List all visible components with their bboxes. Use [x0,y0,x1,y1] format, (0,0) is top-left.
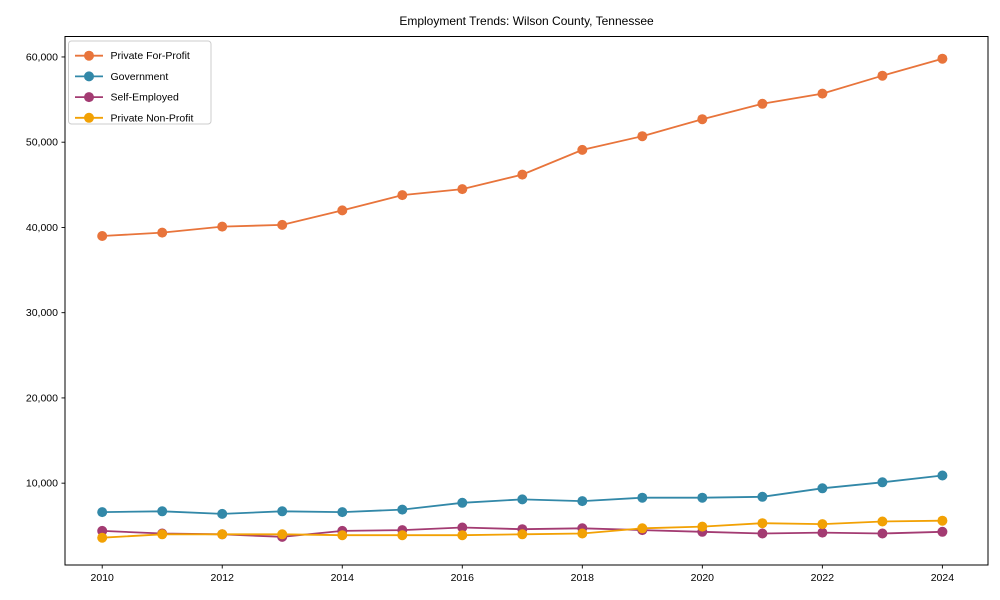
data-point-government [517,494,528,505]
data-point-private-for-profit [277,219,288,230]
data-point-private-non-profit [577,528,588,539]
legend-item-self-employed: Self-Employed [75,92,179,104]
x-tick-label: 2024 [931,572,955,584]
data-point-private-non-profit [277,529,288,540]
data-point-self-employed [937,526,948,537]
legend-marker-private-for-profit [84,50,94,61]
data-point-private-for-profit [937,53,948,64]
data-point-government [337,507,348,518]
data-point-private-for-profit [817,88,828,99]
data-point-government [457,497,468,508]
data-point-private-for-profit [157,227,168,238]
legend-item-private-for-profit: Private For-Profit [75,50,190,62]
data-point-private-non-profit [517,529,528,540]
y-axis: 10,000 20,000 30,000 40,000 50,000 60,000 [26,51,65,490]
x-tick-label: 2018 [571,572,595,584]
plot-area [64,36,989,566]
x-tick-label: 2022 [811,572,835,584]
data-point-private-non-profit [97,532,108,543]
data-point-private-non-profit [697,521,708,532]
data-point-private-non-profit [337,530,348,541]
data-point-private-non-profit [217,529,228,540]
legend-box [68,40,212,125]
data-point-government [577,496,588,507]
legend: Private For-Profit Government Self-Employe… [68,40,212,125]
data-point-self-employed [757,528,768,539]
legend-marker-self-employed [84,92,94,103]
data-point-government [817,483,828,494]
x-tick-label: 2010 [91,572,115,584]
x-tick-label: 2016 [451,572,475,584]
data-point-private-non-profit [817,519,828,530]
legend-item-government: Government [75,71,168,83]
data-point-government [157,506,168,517]
legend-marker-private-non-profit [84,112,94,123]
y-tick-label: 40,000 [26,222,58,234]
x-tick-label: 2014 [331,572,355,584]
data-point-private-for-profit [397,190,408,201]
data-point-private-non-profit [397,530,408,541]
chart-title: Employment Trends: Wilson County, Tennes… [399,14,654,28]
data-point-government [877,477,888,488]
plot-frame [64,36,989,566]
data-point-self-employed [817,527,828,538]
x-tick-label: 2012 [211,572,235,584]
data-point-private-for-profit [457,184,468,195]
legend-marker-government [84,71,94,82]
y-tick-label: 30,000 [26,307,58,319]
data-point-private-for-profit [97,231,108,241]
y-tick-label: 20,000 [26,392,58,404]
data-point-private-non-profit [877,516,888,527]
y-tick-label: 50,000 [26,137,58,149]
data-point-private-for-profit [637,131,648,142]
data-point-government [217,508,228,519]
data-point-private-for-profit [337,205,348,216]
y-tick-label: 60,000 [26,51,58,63]
legend-label-private-non-profit: Private Non-Profit [111,112,194,124]
data-point-private-for-profit [877,70,888,81]
data-point-private-for-profit [217,221,228,232]
data-point-private-non-profit [457,530,468,541]
data-point-private-for-profit [697,114,708,125]
data-point-private-non-profit [757,518,768,529]
data-point-private-for-profit [757,98,768,109]
data-point-private-non-profit [157,529,168,540]
data-point-private-non-profit [937,515,948,526]
data-point-self-employed [457,522,468,533]
legend-label-self-employed: Self-Employed [111,92,179,104]
series-group [97,53,948,543]
data-point-private-for-profit [517,169,528,180]
data-point-private-for-profit [577,144,588,155]
x-tick-label: 2020 [691,572,715,584]
data-point-government [277,506,288,517]
x-axis: 2010 2012 2014 2016 2018 2020 2022 2024 [91,565,955,584]
data-point-government [97,507,108,518]
data-point-government [637,492,648,503]
data-point-government [757,491,768,502]
data-point-government [697,492,708,503]
data-point-private-non-profit [637,523,648,534]
data-point-government [397,504,408,515]
legend-label-government: Government [111,71,169,83]
y-tick-label: 10,000 [26,478,58,490]
data-point-government [937,470,948,481]
data-point-self-employed [877,528,888,539]
legend-item-private-non-profit: Private Non-Profit [75,112,193,124]
legend-label-private-for-profit: Private For-Profit [111,50,190,62]
